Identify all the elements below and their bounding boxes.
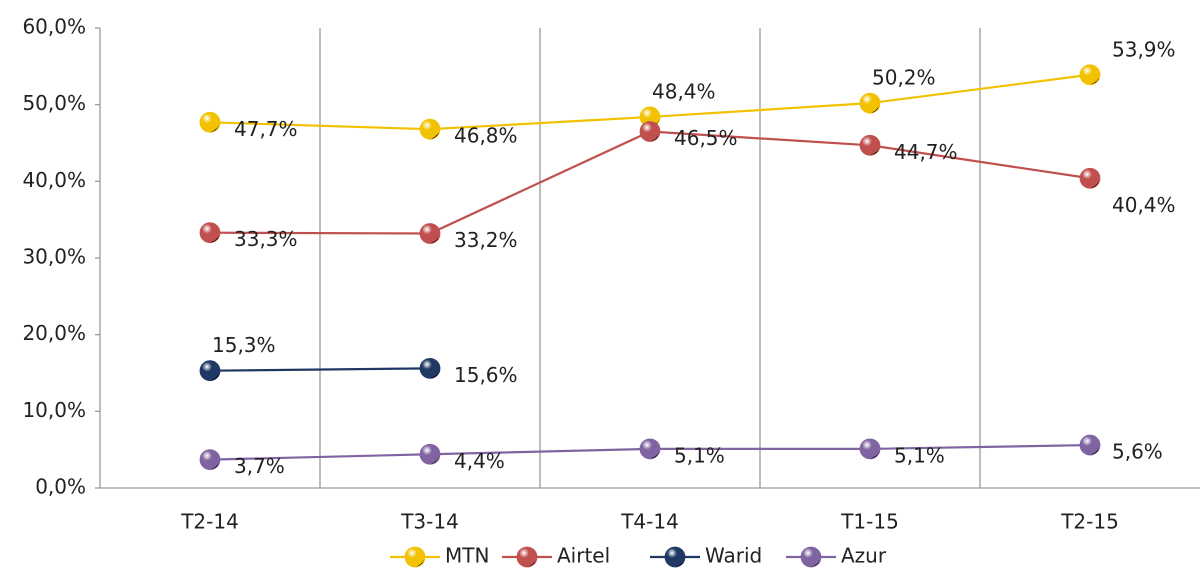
y-tick-label: 10,0% (22, 398, 86, 422)
data-point (199, 360, 221, 382)
legend-marker (404, 546, 426, 568)
data-point (1079, 167, 1101, 189)
data-point (859, 134, 881, 156)
data-point (199, 449, 221, 471)
data-point (419, 118, 441, 140)
data-label: 53,9% (1112, 37, 1176, 61)
data-point (199, 222, 221, 244)
data-label: 5,1% (894, 443, 945, 467)
legend-label: Azur (841, 544, 887, 568)
legend-label: MTN (445, 544, 489, 568)
data-label: 46,5% (674, 126, 738, 150)
data-label: 3,7% (234, 454, 285, 478)
data-point (419, 357, 441, 379)
legend-label: Airtel (557, 544, 610, 568)
data-point (639, 438, 661, 460)
data-point (859, 92, 881, 114)
data-label: 40,4% (1112, 193, 1176, 217)
data-label: 5,6% (1112, 440, 1163, 464)
y-tick-label: 0,0% (35, 475, 86, 499)
data-label: 46,8% (454, 124, 518, 148)
y-tick-label: 40,0% (22, 168, 86, 192)
data-label: 50,2% (872, 66, 936, 90)
x-tick-label: T1-15 (840, 510, 899, 534)
x-tick-label: T4-14 (620, 510, 679, 534)
data-point (419, 223, 441, 244)
legend-marker (800, 546, 822, 568)
y-tick-label: 60,0% (22, 15, 86, 39)
data-label: 47,7% (234, 117, 298, 141)
data-label: 4,4% (454, 449, 505, 473)
data-point (859, 438, 881, 460)
data-label: 15,3% (212, 333, 276, 357)
data-label: 33,2% (454, 228, 518, 252)
y-tick-label: 20,0% (22, 321, 86, 345)
series-line (209, 367, 431, 372)
x-tick-label: T2-14 (180, 510, 239, 534)
series-line (209, 130, 1091, 235)
data-point (419, 443, 441, 465)
data-label: 44,7% (894, 140, 958, 164)
legend-marker (516, 546, 538, 568)
data-label: 5,1% (674, 443, 725, 467)
data-point (1079, 434, 1101, 456)
data-label: 15,6% (454, 363, 518, 387)
data-point (1079, 64, 1101, 86)
y-tick-label: 30,0% (22, 245, 86, 269)
y-tick-label: 50,0% (22, 91, 86, 115)
data-point (639, 121, 661, 142)
data-label: 33,3% (234, 227, 298, 251)
x-tick-label: T3-14 (400, 510, 459, 534)
legend-marker (664, 546, 686, 568)
data-label: 48,4% (652, 79, 716, 103)
data-point (199, 111, 221, 133)
legend-label: Warid (705, 544, 762, 568)
x-tick-label: T2-15 (1060, 510, 1119, 534)
